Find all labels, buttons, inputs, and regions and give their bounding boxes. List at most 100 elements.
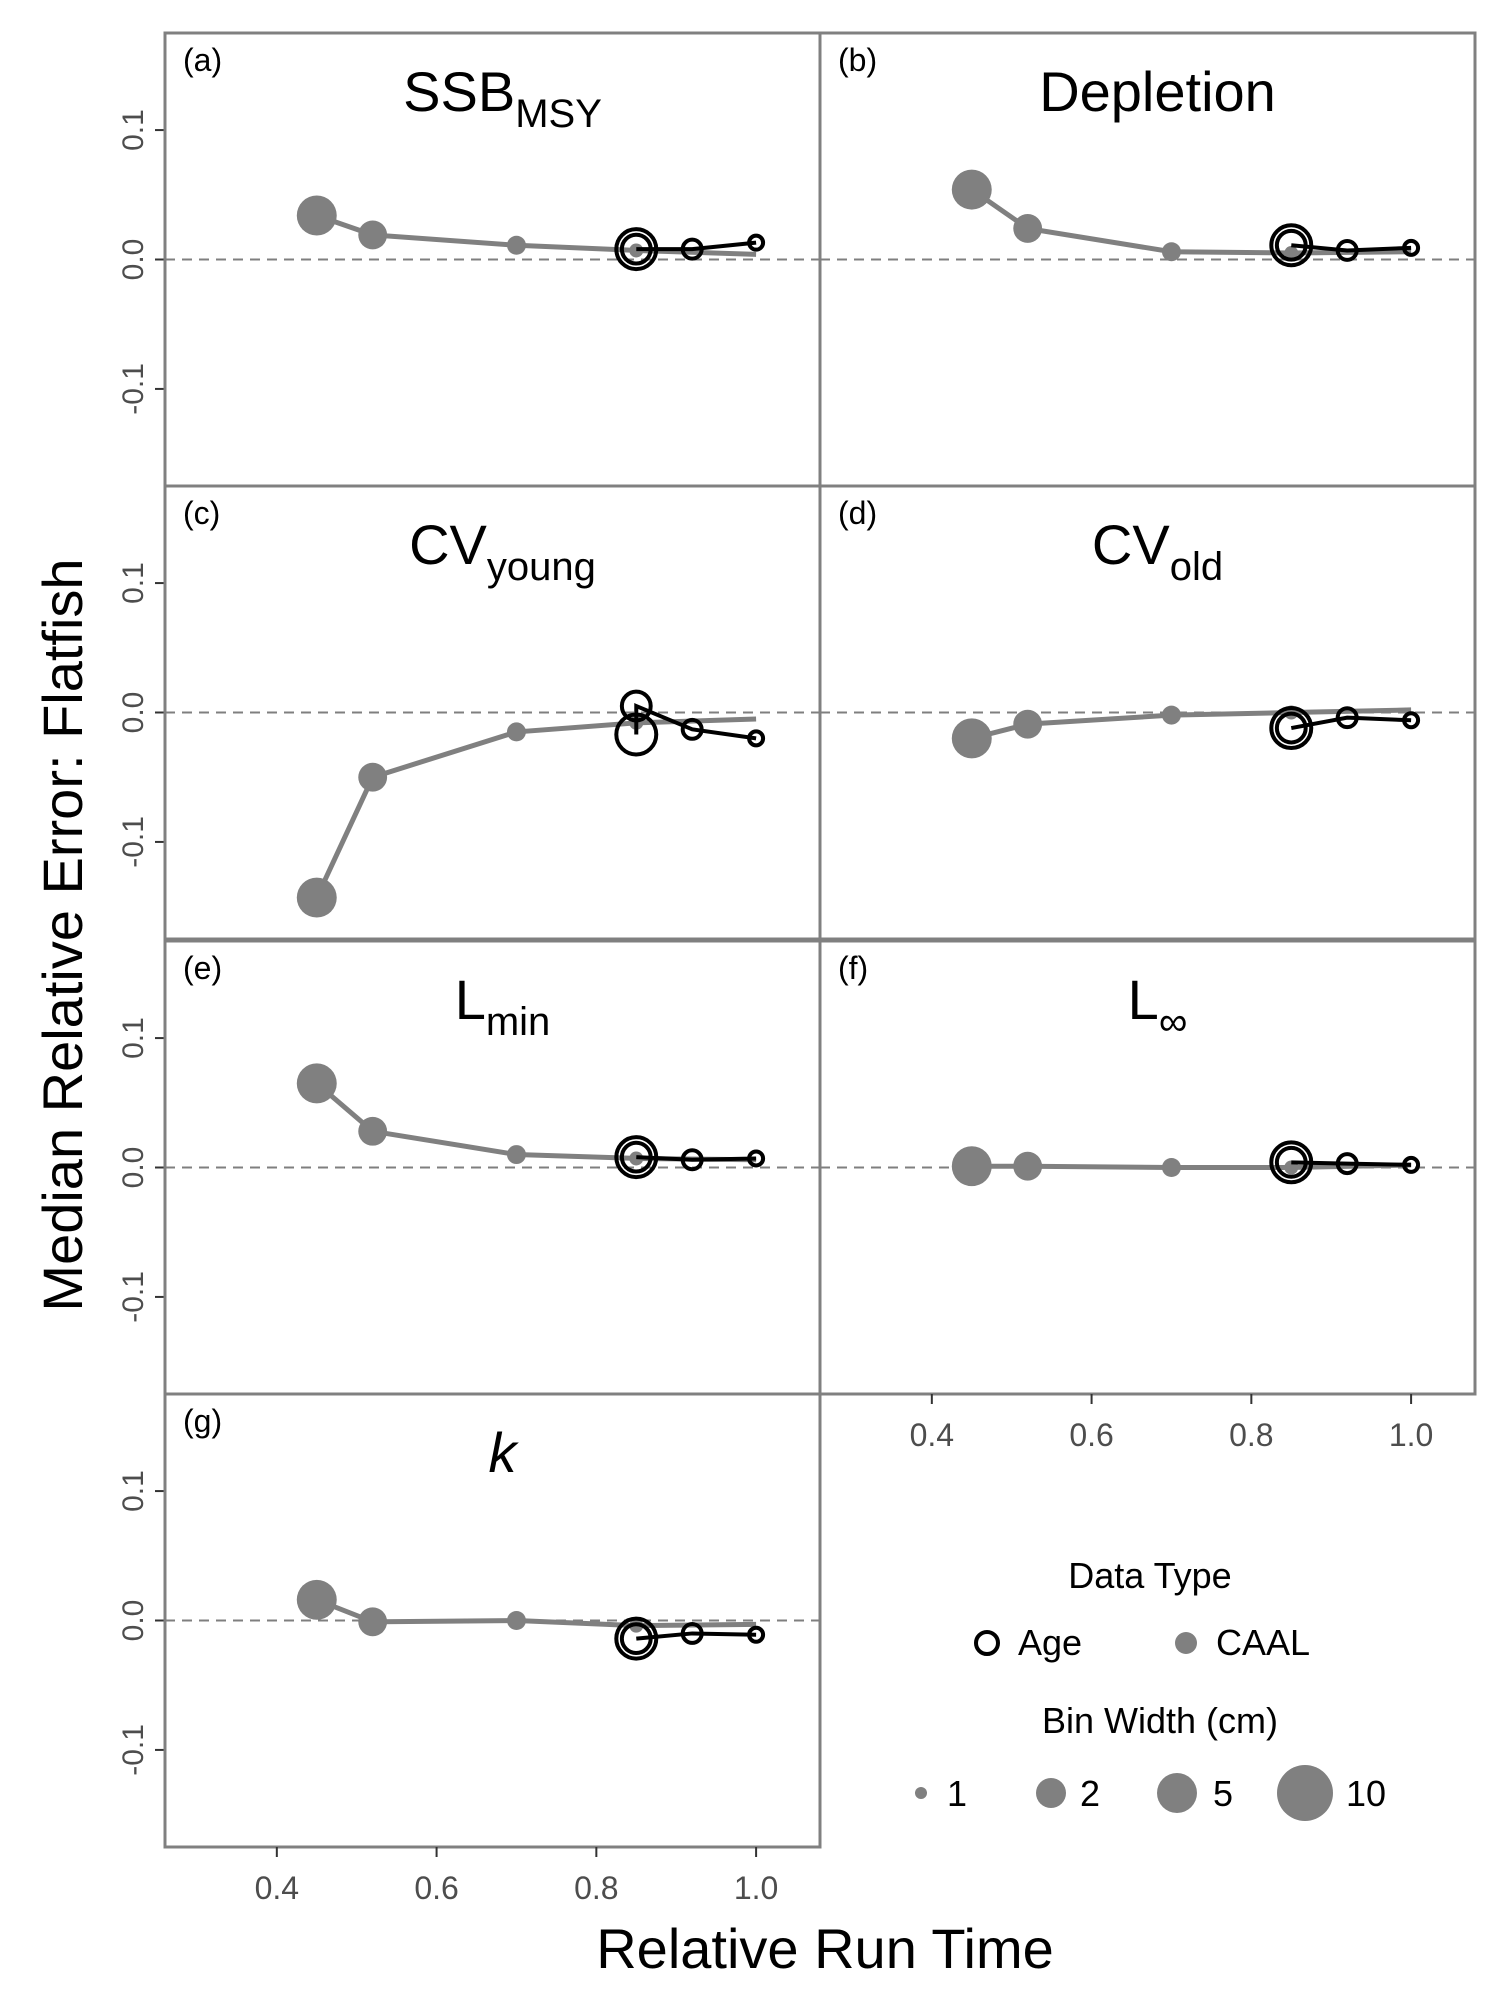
legend-bin-label: 5 (1213, 1773, 1233, 1814)
panel-tag: (g) (183, 1403, 222, 1439)
x-tick-label: 0.6 (414, 1870, 458, 1906)
panel-title: Depletion (1039, 60, 1276, 123)
legend-bin-key (915, 1787, 927, 1799)
caal-point (951, 169, 992, 210)
caal-point (1161, 1158, 1181, 1177)
legend-bin-label: 10 (1346, 1773, 1386, 1814)
facet-panel: 0.1 0.0 -0.1 (a) SSBMSY (117, 31, 822, 488)
caal-point (506, 1145, 526, 1165)
panel-title: Lmin (455, 968, 551, 1044)
legend-data-type-title: Data Type (1068, 1555, 1231, 1596)
panel-tag: (d) (838, 495, 877, 531)
panel-title-main: Depletion (1039, 60, 1276, 123)
age-point (614, 1135, 659, 1180)
age-point (1402, 711, 1421, 730)
panel-tag: (c) (183, 495, 220, 531)
x-tick-label: 0.6 (1069, 1417, 1113, 1453)
caal-point (358, 1116, 388, 1146)
panel-tag: (a) (183, 42, 222, 78)
panel-title-main: k (489, 1421, 520, 1484)
age-point (1274, 711, 1308, 745)
legend-bin-key (1157, 1773, 1197, 1813)
y-tick-label: -0.1 (117, 1724, 150, 1776)
age-point (680, 1621, 704, 1645)
y-tick-label: 0.1 (117, 109, 150, 151)
age-point (1335, 1152, 1359, 1176)
y-tick-label: -0.1 (117, 363, 150, 415)
age-point (1335, 238, 1359, 262)
x-tick-label: 1.0 (734, 1870, 778, 1906)
age-point (614, 712, 659, 757)
x-tick-label: 0.4 (910, 1417, 954, 1453)
caal-point (1284, 246, 1299, 261)
caal-series-line (314, 716, 757, 899)
legend: Data Type Age CAAL Bin Width (cm) 1 2 5 10 (915, 1555, 1386, 1821)
panel-title-subscript: MSY (515, 92, 602, 136)
age-point (747, 729, 766, 748)
caal-point (951, 718, 992, 759)
panel-border (818, 484, 1477, 941)
x-tick-label: 0.8 (574, 1870, 618, 1906)
x-tick-label: 0.4 (255, 1870, 299, 1906)
y-tick-label: 0.0 (117, 239, 150, 281)
caal-point (951, 1146, 992, 1187)
caal-point (1013, 1151, 1043, 1181)
caal-point (506, 235, 526, 255)
panel-title-main: CV (1092, 513, 1170, 576)
age-point (619, 1622, 653, 1656)
caal-point (506, 1611, 526, 1630)
age-point (619, 1140, 653, 1174)
facet-panel: (d) CVold (818, 484, 1477, 941)
age-point (614, 1616, 659, 1661)
facet-panel: (f) L∞ 0.4 0.6 0.8 1.0 (818, 939, 1477, 1453)
caal-point (358, 762, 388, 792)
caal-point (1161, 242, 1181, 262)
panel-title: CVold (1092, 513, 1223, 589)
legend-data-type-label: Age (1018, 1622, 1082, 1663)
caal-point (1161, 705, 1181, 725)
caal-point (358, 1607, 388, 1637)
age-point (1269, 223, 1314, 268)
age-point (680, 717, 704, 741)
legend-bin-key (1036, 1778, 1066, 1808)
panel-title-main: CV (409, 513, 487, 576)
y-tick-label: 0.1 (117, 562, 150, 604)
age-point (1402, 238, 1421, 257)
y-tick-label: -0.1 (117, 1271, 150, 1323)
facet-panel: 0.1 0.0 -0.1 (e) Lmin (117, 939, 822, 1396)
y-tick-label: 0.0 (117, 692, 150, 734)
legend-bin-width-entries: 1 2 5 10 (915, 1765, 1386, 1821)
caal-point (1013, 214, 1043, 243)
caal-point (296, 1063, 337, 1104)
age-point (1269, 706, 1314, 751)
age-point (1274, 228, 1308, 262)
facet-panel: 0.1 0.0 -0.1 (c) CVyoung (117, 484, 822, 941)
age-point (1335, 706, 1359, 730)
caal-point (1013, 709, 1043, 739)
caal-point (358, 220, 388, 250)
x-tick-label: 0.8 (1229, 1417, 1273, 1453)
caal-point (296, 1579, 337, 1620)
panels-layer: 0.1 0.0 -0.1 (a) SSBMSY (b) Depletion 0.1 0.0 -0.… (117, 31, 1477, 1906)
y-axis-title: Median Relative Error: Flatfish (31, 558, 94, 1311)
panel-title: SSBMSY (403, 60, 602, 136)
facet-panel: (b) Depletion (818, 31, 1477, 488)
legend-bin-key (1277, 1765, 1333, 1821)
age-point (619, 689, 653, 723)
age-point (614, 227, 659, 272)
panel-title: L∞ (1128, 968, 1188, 1044)
panel-title-main: SSB (403, 60, 515, 123)
age-point (680, 1148, 704, 1172)
panel-tag: (f) (838, 950, 868, 986)
caal-point (296, 195, 337, 236)
panel-title-main: L (1128, 968, 1159, 1031)
x-tick-label: 1.0 (1389, 1417, 1433, 1453)
panel-border (818, 939, 1477, 1396)
legend-bin-label: 2 (1080, 1773, 1100, 1814)
panel-tag: (e) (183, 950, 222, 986)
age-point (1269, 1140, 1314, 1185)
panel-title-subscript: ∞ (1159, 1000, 1188, 1044)
legend-bin-width-title: Bin Width (cm) (1042, 1700, 1278, 1741)
y-tick-label: -0.1 (117, 816, 150, 868)
